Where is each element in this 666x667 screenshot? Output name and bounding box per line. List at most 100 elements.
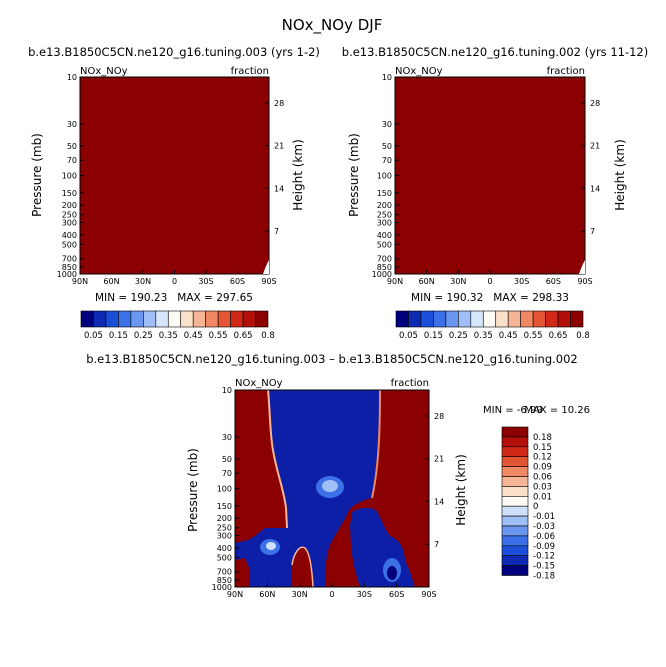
y-tick-label: 100 xyxy=(217,485,232,494)
diff-dark-sfc-south xyxy=(387,566,397,580)
colorbar-label: 0.05 xyxy=(399,331,418,341)
x-tick-label: 60N xyxy=(103,277,119,286)
colorbar-swatch xyxy=(255,310,269,328)
y-tick-label: 50 xyxy=(222,455,232,464)
colorbar-swatch xyxy=(192,310,206,328)
right-tick-label: 28 xyxy=(590,99,600,108)
x-tick-label: 60N xyxy=(259,590,275,599)
y-tick-label: 250 xyxy=(62,211,77,220)
y-tick-label: 10 xyxy=(382,73,392,82)
panel-a-ylabel: Pressure (mb) xyxy=(30,133,44,217)
diff-light-blue-blob-100mb-core xyxy=(322,480,338,492)
colorbar-swatch xyxy=(501,466,529,477)
right-tick-label: 21 xyxy=(274,142,284,151)
y-tick-label: 200 xyxy=(217,514,232,523)
y-tick-label: 300 xyxy=(62,218,77,227)
panel-a: b.e13.B1850C5CN.ne120_g16.tuning.003 (yr… xyxy=(28,45,320,341)
colorbar-swatch xyxy=(420,310,434,328)
panel-c-left-label: NOx_NOy xyxy=(235,378,283,389)
y-tick-label: 100 xyxy=(62,172,77,181)
y-tick-label: 1000 xyxy=(372,270,392,279)
panel-a-right-label: fraction xyxy=(231,66,269,77)
panel-a-left-label: NOx_NOy xyxy=(80,66,128,77)
colorbar-swatch xyxy=(445,310,459,328)
colorbar-label: -0.18 xyxy=(533,572,555,582)
colorbar-swatch xyxy=(155,310,169,328)
x-tick-label: 60S xyxy=(389,590,404,599)
colorbar-label: -0.12 xyxy=(533,552,555,562)
colorbar-swatch xyxy=(93,310,107,328)
colorbar-label: 0.35 xyxy=(474,331,493,341)
colorbar-label: -0.01 xyxy=(533,512,555,522)
colorbar-label: 0.12 xyxy=(533,453,552,463)
y-tick-label: 1000 xyxy=(212,583,232,592)
panel-b: b.e13.B1850C5CN.ne120_g16.tuning.002 (yr… xyxy=(342,45,648,341)
colorbar-swatch xyxy=(520,310,534,328)
colorbar-swatch xyxy=(501,545,529,556)
colorbar-label: -0.03 xyxy=(533,522,555,532)
panel-c-title: b.e13.B1850C5CN.ne120_g16.tuning.003 – b… xyxy=(86,352,578,366)
y-tick-label: 10 xyxy=(67,73,77,82)
colorbar-swatch xyxy=(501,535,529,547)
x-tick-label: 30N xyxy=(292,590,308,599)
y-tick-label: 30 xyxy=(222,433,232,442)
colorbar-label: 0.09 xyxy=(533,463,552,473)
panel-a-title: b.e13.B1850C5CN.ne120_g16.tuning.003 (yr… xyxy=(28,45,320,59)
panel-b-ylabel: Pressure (mb) xyxy=(347,133,361,217)
panel-b-right-label: fraction xyxy=(547,66,585,77)
y-tick-label: 850 xyxy=(217,576,232,585)
panel-c-ylabel: Pressure (mb) xyxy=(186,448,200,532)
colorbar-label: 0.05 xyxy=(84,331,103,341)
panel-c-field xyxy=(235,390,429,587)
diff-positive-south-edge xyxy=(371,390,381,499)
panel-a-colorbar: 0.05 0.15 0.25 0.35 0.45 0.55 0.65 0.8 xyxy=(80,310,275,341)
x-tick-label: 30N xyxy=(450,277,466,286)
colorbar-swatch xyxy=(501,565,529,576)
colorbar-swatch xyxy=(242,310,256,328)
colorbar-label: 0.15 xyxy=(533,443,552,453)
diff-lightblue-sfc-west-core xyxy=(266,542,276,550)
colorbar-swatch xyxy=(501,555,529,566)
y-tick-label: 300 xyxy=(217,531,232,540)
right-tick-label: 7 xyxy=(434,540,439,549)
colorbar-label: 0 xyxy=(533,502,538,512)
colorbar-label: 0.65 xyxy=(234,331,253,341)
x-tick-label: 0 xyxy=(329,590,334,599)
colorbar-label: -0.09 xyxy=(533,542,555,552)
colorbar-label: 0.25 xyxy=(449,331,468,341)
colorbar-swatch xyxy=(545,310,559,328)
colorbar-swatch xyxy=(433,310,447,328)
panel-c-ylabel-right: Height (km) xyxy=(454,454,468,525)
x-tick-label: 60S xyxy=(230,277,245,286)
colorbar-swatch xyxy=(557,310,571,328)
x-tick-label: 30S xyxy=(357,590,372,599)
colorbar-label: 0.25 xyxy=(134,331,153,341)
colorbar-swatch xyxy=(570,310,584,328)
topography-mask xyxy=(579,260,585,274)
panel-b-colorbar: 0.05 0.15 0.25 0.35 0.45 0.55 0.65 0.8 xyxy=(395,310,590,341)
colorbar-label: 0.55 xyxy=(524,331,543,341)
colorbar-swatch xyxy=(118,310,132,328)
y-tick-label: 100 xyxy=(377,172,392,181)
x-tick-label: 90N xyxy=(387,277,403,286)
y-tick-label: 300 xyxy=(377,218,392,227)
colorbar-swatch xyxy=(495,310,509,328)
right-tick-label: 14 xyxy=(590,184,600,193)
x-tick-label: 60N xyxy=(419,277,435,286)
right-tick-label: 28 xyxy=(434,412,444,421)
x-tick-label: 30S xyxy=(198,277,213,286)
x-tick-label: 90S xyxy=(577,277,592,286)
y-tick-label: 30 xyxy=(382,120,392,129)
right-tick-label: 14 xyxy=(274,184,284,193)
y-tick-label: 1000 xyxy=(57,270,77,279)
y-tick-label: 250 xyxy=(217,524,232,533)
x-tick-label: 90N xyxy=(72,277,88,286)
colorbar-label: 0.8 xyxy=(576,331,590,341)
right-tick-label: 14 xyxy=(434,497,444,506)
panel-b-title: b.e13.B1850C5CN.ne120_g16.tuning.002 (yr… xyxy=(342,45,648,59)
colorbar-label: -0.15 xyxy=(533,562,555,572)
y-tick-label: 150 xyxy=(377,189,392,198)
colorbar-swatch xyxy=(501,505,529,517)
colorbar-swatch xyxy=(458,310,472,328)
